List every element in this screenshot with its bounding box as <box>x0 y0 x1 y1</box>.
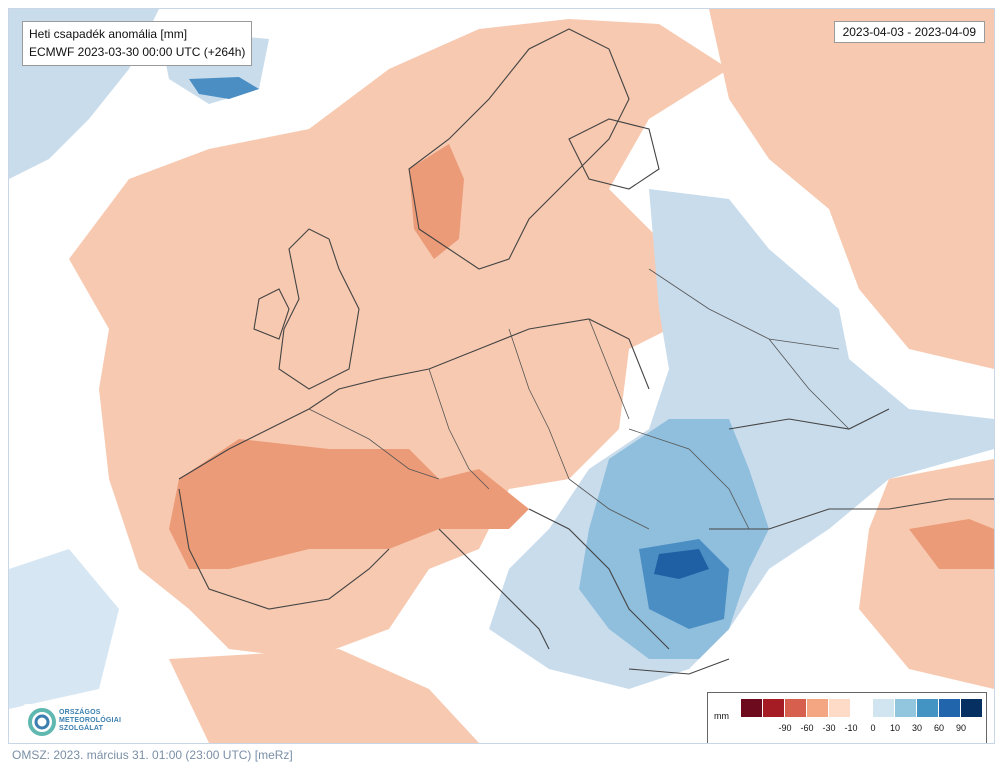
dry-area-east <box>709 9 994 369</box>
legend-swatch <box>829 699 851 717</box>
legend-swatch <box>851 699 873 717</box>
legend-swatch <box>939 699 961 717</box>
omsz-logo: ORSZÁGOS METEOROLÓGIAI SZOLGÁLAT <box>23 704 145 740</box>
color-legend: mm -90 -60 -30 -10 0 10 30 60 90 <box>707 692 987 743</box>
dry-area-southeast <box>859 459 994 689</box>
logo-line-2: METEOROLÓGIAI <box>59 717 122 724</box>
legend-swatch <box>807 699 829 717</box>
precipitation-anomaly-map <box>9 9 994 743</box>
legend-swatch <box>785 699 807 717</box>
legend-tick-label: 10 <box>889 723 901 733</box>
legend-ticks: -90 -60 -30 -10 0 10 30 60 90 <box>741 723 983 737</box>
legend-swatch <box>873 699 895 717</box>
dry-core-france <box>169 439 529 569</box>
map-frame: Heti csapadék anomália [mm] ECMWF 2023-0… <box>8 8 995 744</box>
dry-core-turkey <box>909 519 994 569</box>
valid-period: 2023-04-03 - 2023-04-09 <box>842 25 976 39</box>
map-title-box: Heti csapadék anomália [mm] ECMWF 2023-0… <box>22 21 253 66</box>
valid-period-box: 2023-04-03 - 2023-04-09 <box>833 21 985 43</box>
dry-core-norway <box>409 144 464 259</box>
legend-swatch <box>961 699 983 717</box>
legend-tick-label: 90 <box>955 723 967 733</box>
legend-tick-label: 30 <box>911 723 923 733</box>
legend-tick-label: -60 <box>800 723 814 733</box>
legend-tick-label: -90 <box>778 723 792 733</box>
legend-tick-label: 60 <box>933 723 945 733</box>
legend-swatch <box>741 699 763 717</box>
model-run-info: ECMWF 2023-03-30 00:00 UTC (+264h) <box>29 45 246 59</box>
footer-timestamp: OMSZ: 2023. március 31. 01:00 (23:00 UTC… <box>12 748 293 762</box>
logo-line-1: ORSZÁGOS <box>59 709 101 716</box>
map-title: Heti csapadék anomália [mm] <box>29 27 188 41</box>
dry-area-africa <box>169 649 479 743</box>
legend-tick-label: -30 <box>822 723 836 733</box>
wet-area-west <box>9 549 119 709</box>
legend-swatch <box>895 699 917 717</box>
country-borders <box>308 268 850 530</box>
coastlines <box>178 28 994 675</box>
legend-swatch <box>763 699 785 717</box>
legend-unit: mm <box>714 711 729 721</box>
wet-max-thrace <box>654 549 709 579</box>
legend-tick-label: 0 <box>870 723 876 733</box>
omsz-logo-icon <box>28 708 56 736</box>
legend-tick-label: -10 <box>844 723 858 733</box>
logo-line-3: SZOLGÁLAT <box>59 725 104 732</box>
wet-core-iceland <box>189 77 259 99</box>
legend-swatch <box>917 699 939 717</box>
legend-swatches <box>741 699 983 717</box>
